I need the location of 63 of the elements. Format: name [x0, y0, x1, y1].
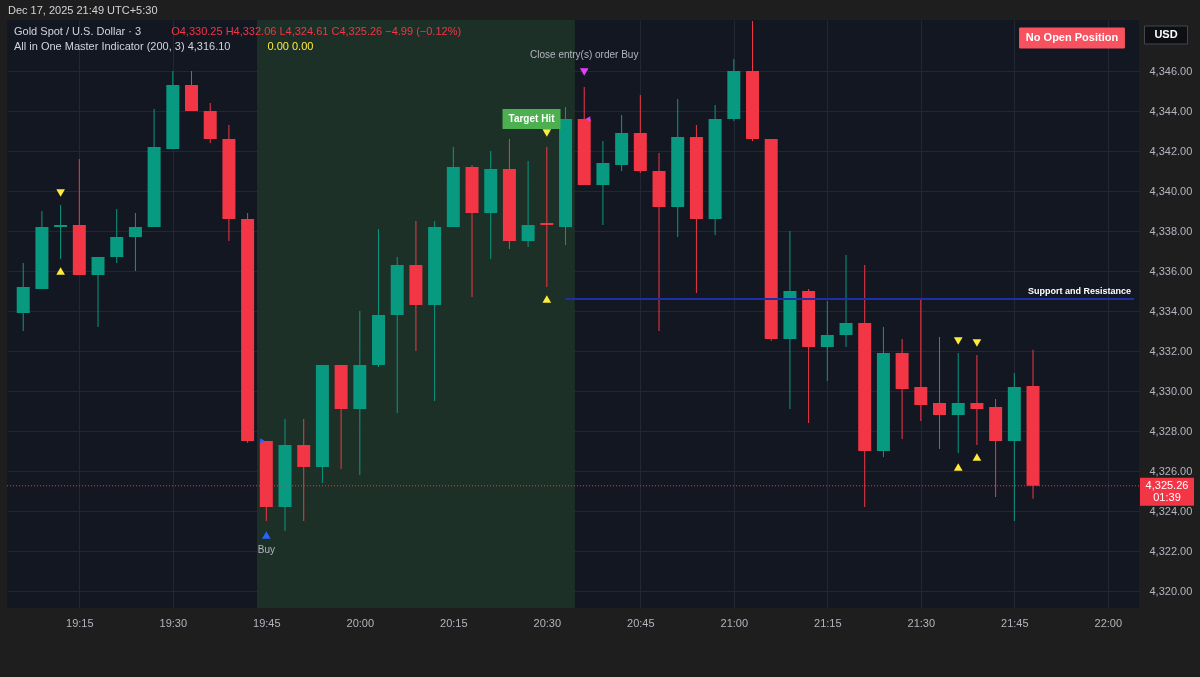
- candlestick: [951, 352, 965, 454]
- y-tick-label: 4,324.00: [1149, 504, 1193, 517]
- point: [260, 438, 265, 444]
- candlestick: [128, 212, 142, 272]
- y-tick-label: 4,320.00: [1149, 584, 1193, 597]
- y-tick-label: 4,346.00: [1149, 64, 1193, 77]
- x-tick-label: 19:30: [159, 616, 188, 629]
- ref-line-label: 4,325.26 01:39: [1145, 478, 1189, 503]
- y-tick-label: 4,322.00: [1149, 544, 1193, 557]
- x-tick-label: 20:15: [440, 616, 468, 629]
- candlestick: [110, 208, 124, 264]
- point: [972, 339, 982, 347]
- chart-subtitle: Dec 17, 2025 21:49 UTC+5:30: [8, 4, 158, 16]
- y-tick-label: 4,344.00: [1149, 104, 1193, 117]
- candlestick: [521, 160, 535, 248]
- x-tick-label: 21:45: [1001, 616, 1029, 629]
- point: [579, 68, 589, 76]
- candlestick: [970, 354, 984, 446]
- x-tick-label: 19:45: [253, 616, 281, 629]
- point: [56, 267, 65, 275]
- x-tick-label: 20:30: [533, 616, 562, 629]
- x-tick-label: 20:00: [346, 616, 375, 629]
- candlestick: [914, 298, 928, 422]
- x-tick-label: 21:15: [814, 616, 842, 629]
- candlestick: [54, 204, 68, 260]
- x-tick-label: 21:30: [907, 616, 936, 629]
- annotation: Buy: [257, 544, 275, 555]
- y-tick-label: 4,332.00: [1149, 344, 1193, 357]
- annotation: All in One Master Indicator (200, 3) 4,316.10: [14, 40, 231, 52]
- x-tick-label: 21:00: [720, 616, 749, 629]
- point: [542, 295, 552, 303]
- y-tick-label: 4,330.00: [1149, 384, 1193, 397]
- candlestick: [540, 146, 554, 288]
- point: [56, 189, 65, 197]
- chart-title: Gold Spot / U.S. Dollar · 3: [14, 25, 142, 37]
- y-tick-label: 4,342.00: [1149, 144, 1193, 157]
- candlestick: [820, 300, 834, 382]
- candlestick: [596, 140, 610, 226]
- annotation: Target Hit: [508, 113, 556, 124]
- y-tick-label: 4,326.00: [1149, 464, 1193, 477]
- x-tick-label: 22:00: [1094, 616, 1123, 629]
- candlestick: [839, 254, 853, 348]
- x-tick-label: 20:45: [627, 616, 655, 629]
- point: [585, 116, 591, 122]
- annotation: No Open Position: [1025, 31, 1119, 43]
- annotation: 0.00 0.00: [267, 40, 314, 52]
- y-tick-label: 4,334.00: [1149, 304, 1193, 317]
- annotation: Close entry(s) order Buy: [530, 49, 639, 60]
- y-tick-label: 4,336.00: [1149, 264, 1193, 277]
- annotation: O4,330.25 H4,332.06 L4,324.61 C4,325.26 −4.99 (−0.12%): [171, 25, 462, 37]
- point: [953, 337, 963, 345]
- y-tick-label: 4,328.00: [1149, 424, 1193, 437]
- x-tick-label: 19:15: [66, 616, 94, 629]
- candlestick: [933, 336, 947, 450]
- series-label: Support and Resistance: [1027, 286, 1131, 296]
- point: [953, 463, 963, 471]
- point: [542, 129, 552, 137]
- y-axis-title: USD: [1154, 28, 1178, 40]
- point: [261, 531, 271, 539]
- y-tick-label: 4,340.00: [1149, 184, 1193, 197]
- y-tick-label: 4,338.00: [1149, 224, 1193, 237]
- point: [972, 453, 982, 461]
- candlestick: [91, 256, 105, 328]
